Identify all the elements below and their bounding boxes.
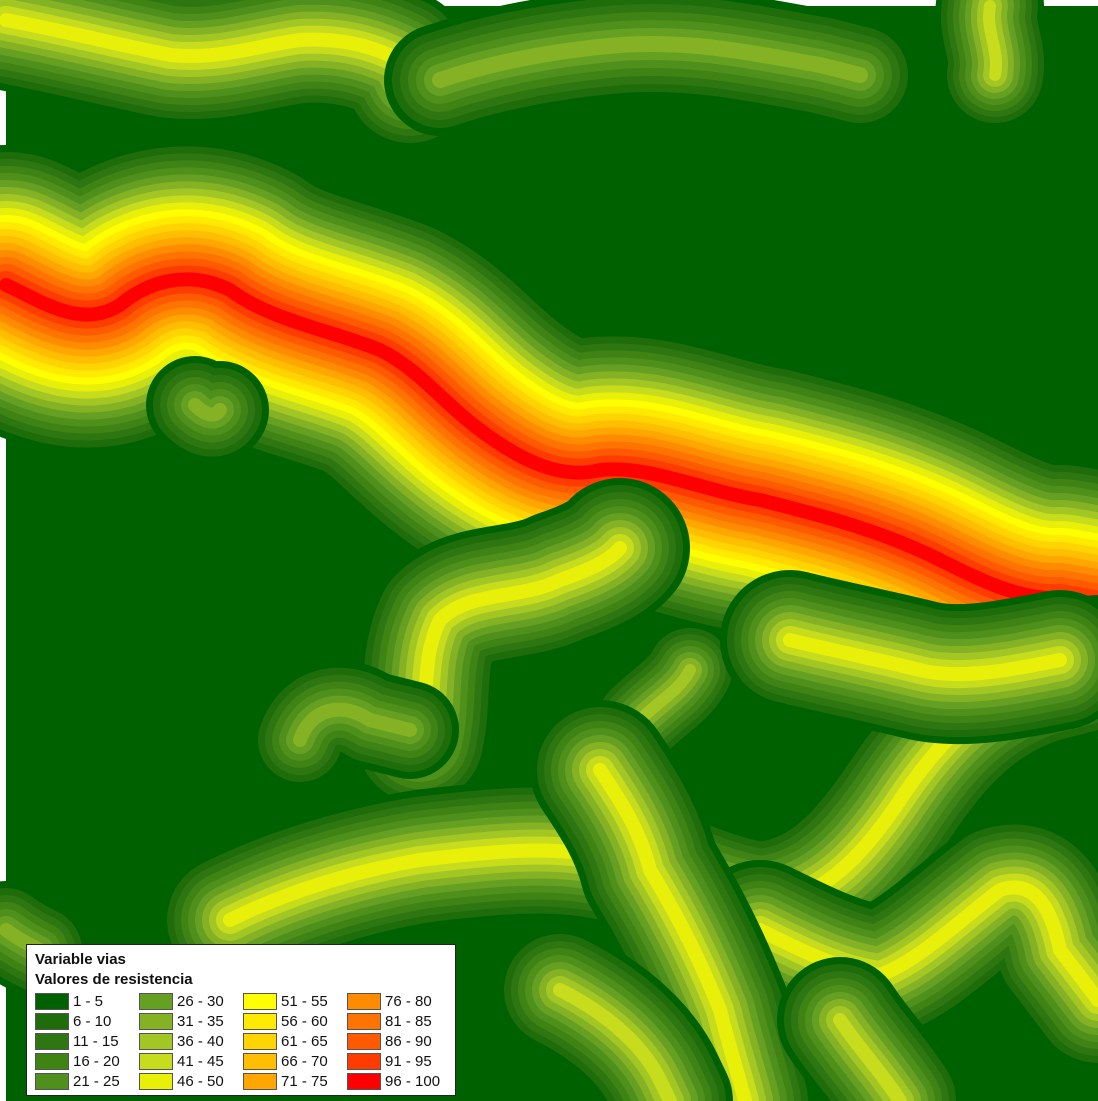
buffer-ring [188, 398, 227, 422]
north-road-2-buffer [384, 0, 916, 136]
buffer-ring [983, 0, 1002, 81]
legend-item: 76 - 80 [347, 991, 451, 1011]
map-legend: Variable vias Valores de resistencia 1 -… [26, 944, 456, 1096]
legend-item: 71 - 75 [243, 1071, 347, 1091]
legend-item: 86 - 90 [347, 1031, 451, 1051]
legend-swatch [35, 1032, 69, 1050]
legend-label: 71 - 75 [281, 1072, 328, 1090]
buffer-ring [753, 880, 1098, 1007]
legend-swatch [347, 1012, 381, 1030]
legend-label: 51 - 55 [281, 992, 328, 1010]
buffer-ring [293, 702, 417, 747]
legend-swatch [35, 992, 69, 1010]
legend-swatch [243, 992, 277, 1010]
legend-item: 51 - 55 [243, 991, 347, 1011]
legend-item: 6 - 10 [35, 1011, 139, 1031]
legend-item: 16 - 20 [35, 1051, 139, 1071]
legend-swatch [139, 1012, 173, 1030]
legend-label: 91 - 95 [385, 1052, 432, 1070]
legend-item: 81 - 85 [347, 1011, 451, 1031]
legend-item: 91 - 95 [347, 1051, 451, 1071]
legend-label: 6 - 10 [73, 1012, 112, 1030]
legend-item: 61 - 65 [243, 1031, 347, 1051]
legend-title: Variable vias [35, 951, 126, 968]
legend-label: 46 - 50 [177, 1072, 224, 1090]
west-branch-buffer [251, 660, 459, 789]
legend-label: 41 - 45 [177, 1052, 224, 1070]
legend-label: 31 - 35 [177, 1012, 224, 1030]
buffer-ring [0, 13, 417, 87]
legend-swatch [139, 1072, 173, 1090]
legend-item: 1 - 5 [35, 991, 139, 1011]
legend-label: 76 - 80 [385, 992, 432, 1010]
buffer-ring [593, 763, 752, 1101]
legend-item: 66 - 70 [243, 1051, 347, 1071]
legend-swatch [347, 992, 381, 1010]
legend-item: 11 - 15 [35, 1031, 139, 1051]
north-west-small-buffer [146, 356, 269, 464]
legend-label: 56 - 60 [281, 1012, 328, 1030]
north-east-road-buffer [935, 0, 1050, 129]
legend-swatch [243, 1032, 277, 1050]
legend-label: 1 - 5 [73, 992, 104, 1010]
legend-item: 36 - 40 [139, 1031, 243, 1051]
legend-label: 81 - 85 [385, 1012, 432, 1030]
east-road-buffer [720, 570, 1098, 745]
legend-swatch [243, 1052, 277, 1070]
legend-item: 96 - 100 [347, 1071, 451, 1091]
main-road-buffer [0, 139, 1098, 745]
south-east-road-buffer [690, 817, 1098, 1070]
legend-swatch [347, 1032, 381, 1050]
legend-swatch [35, 1072, 69, 1090]
legend-label: 36 - 40 [177, 1032, 224, 1050]
legend-swatch [139, 992, 173, 1010]
buffer-ring [0, 272, 1098, 612]
north-road-buffer [0, 0, 480, 150]
legend-label: 26 - 30 [177, 992, 224, 1010]
legend-swatch [243, 1072, 277, 1090]
legend-swatch [347, 1052, 381, 1070]
small-central-buffer [592, 622, 738, 768]
legend-swatch [139, 1052, 173, 1070]
legend-item: 56 - 60 [243, 1011, 347, 1031]
legend-label: 66 - 70 [281, 1052, 328, 1070]
legend-swatch [35, 1012, 69, 1030]
legend-label: 86 - 90 [385, 1032, 432, 1050]
legend-swatch [243, 1012, 277, 1030]
legend-label: 11 - 15 [73, 1032, 119, 1050]
legend-label: 61 - 65 [281, 1032, 328, 1050]
legend-item: 26 - 30 [139, 991, 243, 1011]
buffer-ring [833, 1013, 907, 1101]
legend-item: 46 - 50 [139, 1071, 243, 1091]
legend-item: 21 - 25 [35, 1071, 139, 1091]
legend-classes: 1 - 5 6 - 10 11 - 15 16 - 20 21 - 25 26 - 30 3… [35, 991, 455, 1091]
buffer-ring [432, 36, 868, 88]
buffer-ring [783, 633, 1067, 682]
legend-swatch [35, 1052, 69, 1070]
legend-swatch [347, 1072, 381, 1090]
legend-swatch [139, 1032, 173, 1050]
buffer-ring [634, 664, 696, 726]
legend-subtitle: Valores de resistencia [35, 971, 193, 988]
legend-item: 31 - 35 [139, 1011, 243, 1031]
legend-label: 16 - 20 [73, 1052, 120, 1070]
legend-item: 41 - 45 [139, 1051, 243, 1071]
legend-label: 96 - 100 [385, 1072, 441, 1090]
south-lower-road-buffer [497, 927, 733, 1101]
south-west-road-buffer [777, 957, 963, 1101]
south-vertical-road-buffer [530, 700, 815, 1101]
buffer-ring [553, 983, 677, 1101]
legend-label: 21 - 25 [73, 1072, 120, 1090]
